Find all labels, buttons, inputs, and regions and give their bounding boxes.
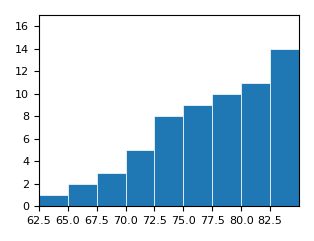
Bar: [68, 184, 97, 206]
Bar: [270, 49, 299, 206]
Bar: [154, 116, 183, 206]
Bar: [212, 94, 241, 206]
Bar: [241, 82, 270, 206]
Bar: [183, 105, 212, 206]
Bar: [39, 195, 68, 206]
Bar: [97, 173, 126, 206]
Bar: [126, 150, 154, 206]
Bar: [299, 26, 314, 206]
